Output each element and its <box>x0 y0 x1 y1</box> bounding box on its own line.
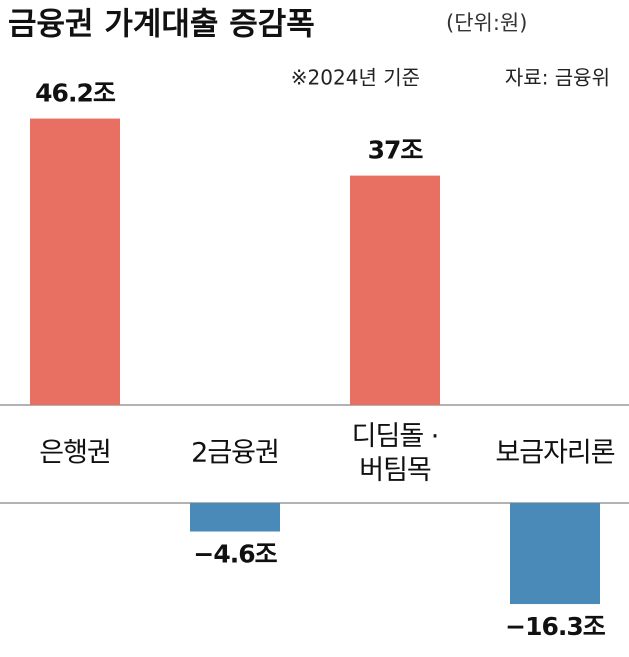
chart-title: 금융권 가계대출 증감폭 <box>8 7 315 43</box>
value-label: 37조 <box>368 136 424 165</box>
value-label: −16.3조 <box>505 612 606 641</box>
x-tick-label: 은행권 <box>39 438 111 469</box>
x-tick-label: 디딤돌 · 버팀목 <box>352 421 439 486</box>
bar <box>510 503 600 605</box>
note: ※2024년 기준 <box>291 66 420 90</box>
bar <box>350 175 440 405</box>
chart-subtitle: (단위:원) <box>446 11 527 35</box>
note: 자료: 금융위 <box>505 66 610 90</box>
value-label: 46.2조 <box>35 79 116 108</box>
bar <box>30 118 120 405</box>
value-label: −4.6조 <box>193 540 277 569</box>
x-tick-label: 보금자리론 <box>495 438 614 469</box>
bar <box>190 503 280 532</box>
x-tick-label: 2금융권 <box>191 438 279 469</box>
